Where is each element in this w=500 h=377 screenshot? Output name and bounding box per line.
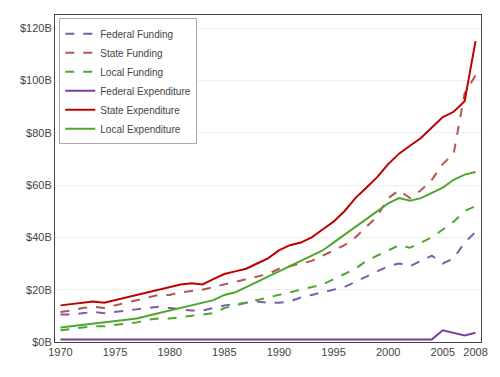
svg-text:2005: 2005: [431, 346, 455, 358]
svg-text:$40B: $40B: [26, 231, 52, 243]
svg-text:$20B: $20B: [26, 284, 52, 296]
svg-text:$80B: $80B: [26, 127, 52, 139]
svg-text:$120B: $120B: [20, 22, 52, 34]
svg-text:1995: 1995: [321, 346, 345, 358]
svg-text:Local Expenditure: Local Expenditure: [100, 124, 180, 135]
svg-text:Federal Funding: Federal Funding: [100, 29, 173, 40]
svg-text:2000: 2000: [376, 346, 400, 358]
svg-text:$0B: $0B: [32, 336, 52, 348]
svg-text:1985: 1985: [212, 346, 236, 358]
svg-text:1980: 1980: [157, 346, 181, 358]
svg-text:1970: 1970: [48, 346, 72, 358]
svg-text:$60B: $60B: [26, 179, 52, 191]
svg-text:1975: 1975: [103, 346, 127, 358]
svg-text:1990: 1990: [267, 346, 291, 358]
svg-text:Federal Expenditure: Federal Expenditure: [100, 86, 190, 97]
svg-text:State Expenditure: State Expenditure: [100, 105, 180, 116]
svg-text:State Funding: State Funding: [100, 48, 162, 59]
svg-text:2008: 2008: [463, 346, 487, 358]
svg-text:$100B: $100B: [20, 74, 52, 86]
svg-text:Local Funding: Local Funding: [100, 67, 163, 78]
